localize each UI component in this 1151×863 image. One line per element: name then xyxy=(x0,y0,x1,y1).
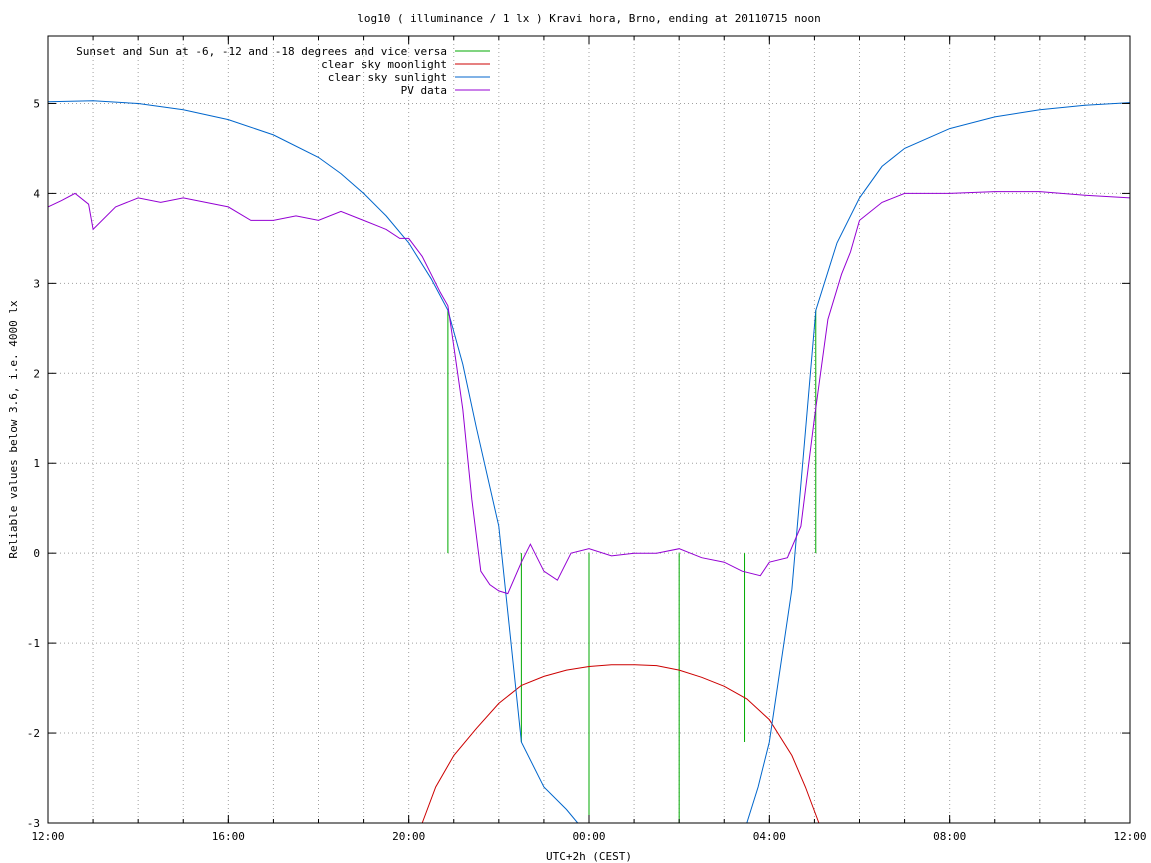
axis-ticks: -3 -2 -1 0 1 2 3 4 5 12:00 16:00 20:00 00:00 04:00 08:… xyxy=(27,36,1147,843)
legend-label: clear sky moonlight xyxy=(321,58,447,71)
chart-title: log10 ( illuminance / 1 lx ) Kravi hora,… xyxy=(357,12,821,25)
legend-label: clear sky sunlight xyxy=(328,71,447,84)
series-0 xyxy=(447,310,817,823)
x-tick-label: 12:00 xyxy=(31,830,64,843)
y-tick-label: 3 xyxy=(33,277,40,290)
series-2 xyxy=(47,100,1131,824)
plot-series xyxy=(47,100,1131,824)
y-tick-label: 4 xyxy=(33,187,40,200)
series-1 xyxy=(421,664,820,824)
series-3 xyxy=(47,191,1131,595)
y-tick-label: 1 xyxy=(33,457,40,470)
y-tick-label: -3 xyxy=(27,817,40,830)
x-tick-label: 00:00 xyxy=(572,830,605,843)
series-line xyxy=(47,100,1131,824)
y-tick-label: 0 xyxy=(33,547,40,560)
x-tick-label: 04:00 xyxy=(753,830,786,843)
x-tick-label: 08:00 xyxy=(933,830,966,843)
legend: Sunset and Sun at -6, -12 and -18 degree… xyxy=(76,45,490,97)
x-tick-label: 16:00 xyxy=(212,830,245,843)
x-tick-label: 20:00 xyxy=(392,830,425,843)
series-line xyxy=(421,664,820,824)
y-axis-label: Reliable values below 3.6, i.e. 4000 lx xyxy=(7,300,20,559)
series-line xyxy=(47,191,1131,595)
y-tick-label: 2 xyxy=(33,367,40,380)
legend-label: PV data xyxy=(401,84,447,97)
legend-label: Sunset and Sun at -6, -12 and -18 degree… xyxy=(76,45,447,58)
x-axis-label: UTC+2h (CEST) xyxy=(546,850,632,863)
y-tick-label: 5 xyxy=(33,97,40,110)
y-tick-label: -2 xyxy=(27,727,40,740)
x-tick-label: 12:00 xyxy=(1113,830,1146,843)
y-tick-label: -1 xyxy=(27,637,40,650)
